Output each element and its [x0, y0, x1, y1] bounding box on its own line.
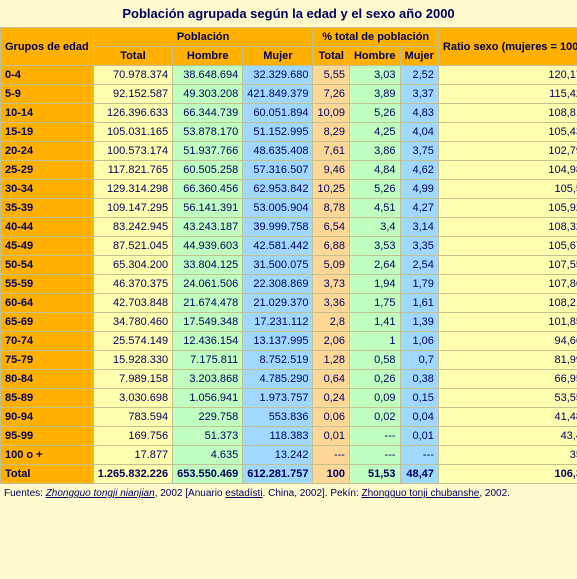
table-row: 60-6442.703.84821.674.47821.029.3703,361… — [1, 294, 577, 313]
table-row: 100 o +17.8774.63513.242---------35 — [1, 446, 577, 465]
table-row: 40-4483.242.94543.243.18739.999.7586,543… — [1, 218, 577, 237]
table-row: 95-99169.75651.373118.3830,01---0,0143,4 — [1, 427, 577, 446]
table-row: 70-7425.574.14912.436.15413.137.9952,061… — [1, 332, 577, 351]
population-table: Grupos de edad Población % total de pobl… — [0, 27, 577, 484]
source-citation: Fuentes: Zhongguo tongji nianjian, 2002 … — [0, 484, 577, 503]
table-row: 75-7915.928.3307.175.8118.752.5191,280,5… — [1, 351, 577, 370]
table-row: 0-470.978.37438.648.69432.329.6805,553,0… — [1, 66, 577, 85]
col-poblacion: Población — [93, 28, 313, 47]
col-mujer: Mujer — [243, 47, 313, 66]
col-total: Total — [93, 47, 172, 66]
col-hombre: Hombre — [173, 47, 243, 66]
col-ratio: Ratio sexo (mujeres = 100) — [438, 28, 577, 66]
table-row: 25-29117.821.76560.505.25857.316.5079,46… — [1, 161, 577, 180]
page-title: Población agrupada según la edad y el se… — [0, 0, 577, 27]
table-row: 15-19105.031.16553.878.17051.152.9958,29… — [1, 123, 577, 142]
col-pct-total: Total — [313, 47, 350, 66]
table-row: 80-847.989.1583.203.8684.785.2900,640,26… — [1, 370, 577, 389]
table-row: Total1.265.832.226653.550.469612.281.757… — [1, 465, 577, 484]
table-row: 45-4987.521.04544.939.60342.581.4426,883… — [1, 237, 577, 256]
col-pct-hombre: Hombre — [349, 47, 400, 66]
table-row: 10-14126.396.63366.344.73960.051.89410,0… — [1, 104, 577, 123]
table-row: 20-24100.573.17451.937.76648.635.4087,61… — [1, 142, 577, 161]
col-pct: % total de población — [313, 28, 438, 47]
table-row: 30-34129.314.29866.360.45662.953.84210,2… — [1, 180, 577, 199]
table-row: 35-39109.147.29556.141.39153.005.9048,78… — [1, 199, 577, 218]
table-row: 5-992.152.58749.303.208421.849.3797,263,… — [1, 85, 577, 104]
table-row: 50-5465.304.20033.804.12531.500.0755,092… — [1, 256, 577, 275]
table-row: 65-6934.780.46017.549.34817.231.1122,81,… — [1, 313, 577, 332]
table-row: 85-893.030.6981.056.9411.973.7570,240,09… — [1, 389, 577, 408]
table-row: 90-94783.594229.758553.8360,060,020,0441… — [1, 408, 577, 427]
col-pct-mujer: Mujer — [400, 47, 438, 66]
table-row: 55-5946.370.37524.061.50622.308.8693,731… — [1, 275, 577, 294]
col-grupos: Grupos de edad — [1, 28, 94, 66]
